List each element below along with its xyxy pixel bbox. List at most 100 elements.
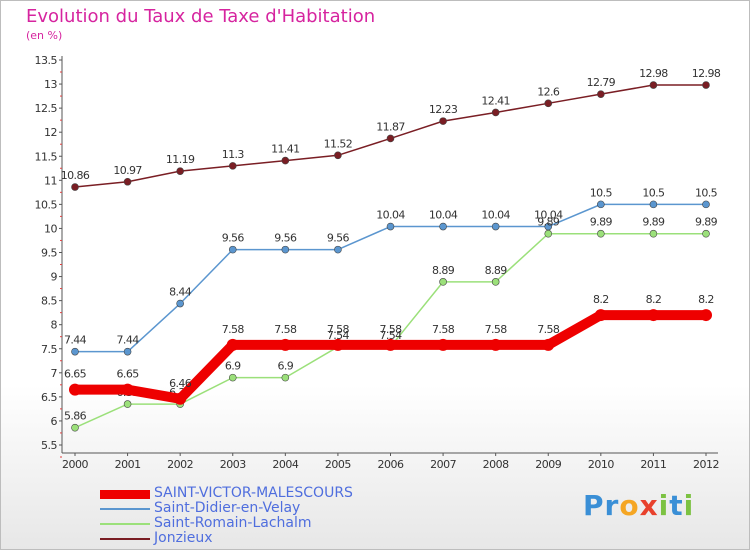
data-label-saint-didier-en-velay: 10.5 xyxy=(695,186,718,199)
data-label-jonzieux: 10.97 xyxy=(113,164,142,177)
data-label-saint-romain-lachalm: 6.9 xyxy=(225,360,241,373)
data-point-saint-didier-en-velay xyxy=(597,200,605,209)
data-label-saint-romain-lachalm: 7.54 xyxy=(379,329,402,342)
y-tick-label: 7 xyxy=(51,367,58,380)
legend-swatch xyxy=(100,523,150,525)
data-label-jonzieux: 12.6 xyxy=(537,85,560,98)
y-tick-label: 7.5 xyxy=(41,343,57,356)
data-label-saint-didier-en-velay: 8.44 xyxy=(169,286,192,299)
proxiti-logo: Proxiti xyxy=(583,489,694,522)
data-point-saint-romain-lachalm xyxy=(597,229,605,238)
data-point-saint-victor-malescours xyxy=(174,392,187,405)
y-tick-label: 10 xyxy=(44,222,57,235)
data-label-saint-victor-malescours: 6.65 xyxy=(64,368,87,381)
data-point-jonzieux xyxy=(386,134,395,143)
y-tick-label: 5.5 xyxy=(41,439,57,452)
data-label-saint-victor-malescours: 7.58 xyxy=(537,323,560,336)
y-tick-label: 9 xyxy=(51,271,58,284)
data-label-saint-victor-malescours: 7.58 xyxy=(222,323,245,336)
data-point-saint-didier-en-velay xyxy=(334,245,342,254)
data-label-jonzieux: 12.41 xyxy=(481,94,510,107)
data-point-saint-romain-lachalm xyxy=(281,373,290,382)
data-point-saint-romain-lachalm xyxy=(649,229,658,238)
data-point-saint-didier-en-velay xyxy=(702,200,710,209)
data-label-jonzieux: 12.98 xyxy=(692,67,721,80)
data-label-saint-victor-malescours: 6.46 xyxy=(169,377,192,390)
data-label-saint-didier-en-velay: 10.04 xyxy=(429,209,458,222)
data-label-saint-didier-en-velay: 9.56 xyxy=(274,232,297,245)
data-label-saint-victor-malescours: 7.58 xyxy=(379,323,402,336)
data-label-saint-victor-malescours: 8.2 xyxy=(593,293,609,306)
data-point-saint-victor-malescours xyxy=(647,309,660,322)
data-point-saint-victor-malescours xyxy=(542,338,555,351)
data-label-saint-didier-en-velay: 9.56 xyxy=(222,232,245,245)
legend-label: Saint-Romain-Lachalm xyxy=(154,515,312,531)
data-point-jonzieux xyxy=(544,99,553,108)
y-tick-label: 12.5 xyxy=(35,102,58,115)
legend-swatch xyxy=(100,489,150,499)
data-label-saint-victor-malescours: 8.2 xyxy=(698,293,714,306)
x-tick-label: 2004 xyxy=(272,458,298,471)
data-label-jonzieux: 11.3 xyxy=(222,148,245,161)
data-point-saint-romain-lachalm xyxy=(123,400,132,408)
data-label-saint-didier-en-velay: 10.5 xyxy=(642,186,665,199)
x-tick-label: 2011 xyxy=(640,458,666,471)
data-point-saint-victor-malescours xyxy=(384,338,397,351)
data-point-saint-romain-lachalm xyxy=(491,278,500,286)
data-point-jonzieux xyxy=(123,177,132,186)
legend-swatch xyxy=(100,538,150,540)
data-point-saint-didier-en-velay xyxy=(649,200,658,209)
data-label-jonzieux: 12.79 xyxy=(587,76,616,89)
x-tick-label: 2010 xyxy=(588,458,614,471)
data-point-saint-victor-malescours xyxy=(121,383,134,396)
data-point-jonzieux xyxy=(702,81,710,89)
legend-label: Saint-Didier-en-Velay xyxy=(154,500,301,516)
data-label-jonzieux: 11.87 xyxy=(376,120,405,133)
unit-label: (en %) xyxy=(26,29,63,42)
x-tick-label: 2008 xyxy=(483,458,509,471)
x-tick-label: 2006 xyxy=(378,458,404,471)
x-tick-label: 2009 xyxy=(535,458,561,471)
data-label-jonzieux: 10.86 xyxy=(61,169,90,182)
y-tick-label: 9.5 xyxy=(41,247,57,260)
data-point-jonzieux xyxy=(649,81,658,89)
data-point-jonzieux xyxy=(176,167,184,175)
data-point-jonzieux xyxy=(228,162,237,170)
data-label-jonzieux: 11.41 xyxy=(271,143,300,156)
y-tick-label: 11 xyxy=(44,174,57,187)
data-label-saint-victor-malescours: 8.2 xyxy=(646,293,662,306)
y-tick-label: 6 xyxy=(51,415,58,428)
data-point-saint-didier-en-velay xyxy=(491,222,500,231)
y-tick-label: 12 xyxy=(44,126,57,139)
y-tick-label: 13 xyxy=(44,78,57,91)
data-point-saint-didier-en-velay xyxy=(439,222,447,231)
data-label-saint-didier-en-velay: 10.5 xyxy=(590,186,613,199)
data-label-saint-didier-en-velay: 10.04 xyxy=(376,209,405,222)
data-label-saint-victor-malescours: 7.58 xyxy=(485,323,508,336)
data-point-saint-victor-malescours xyxy=(226,338,239,351)
data-point-jonzieux xyxy=(597,90,605,98)
data-point-saint-victor-malescours xyxy=(437,338,450,351)
data-label-saint-romain-lachalm: 5.86 xyxy=(64,410,87,423)
y-tick-label: 13.5 xyxy=(35,54,58,67)
data-label-saint-victor-malescours: 6.65 xyxy=(117,368,140,381)
data-label-saint-romain-lachalm: 6.9 xyxy=(277,360,293,373)
data-point-saint-victor-malescours xyxy=(331,338,344,351)
data-point-jonzieux xyxy=(281,156,290,165)
data-label-saint-didier-en-velay: 10.04 xyxy=(534,209,563,222)
logo-letter: r xyxy=(604,489,620,522)
data-label-saint-romain-lachalm: 8.89 xyxy=(485,264,508,277)
y-tick-label: 10.5 xyxy=(35,198,58,211)
data-point-saint-didier-en-velay xyxy=(386,222,395,231)
x-tick-label: 2000 xyxy=(62,458,88,471)
logo-letter: x xyxy=(639,489,659,522)
data-point-saint-romain-lachalm xyxy=(702,229,710,238)
data-label-saint-victor-malescours: 7.58 xyxy=(327,323,350,336)
data-point-jonzieux xyxy=(334,151,342,160)
logo-letter: i xyxy=(658,489,670,522)
data-point-saint-romain-lachalm xyxy=(439,278,447,286)
x-tick-label: 2012 xyxy=(693,458,719,471)
y-tick-label: 8.5 xyxy=(41,295,57,308)
data-point-saint-didier-en-velay xyxy=(228,245,237,254)
